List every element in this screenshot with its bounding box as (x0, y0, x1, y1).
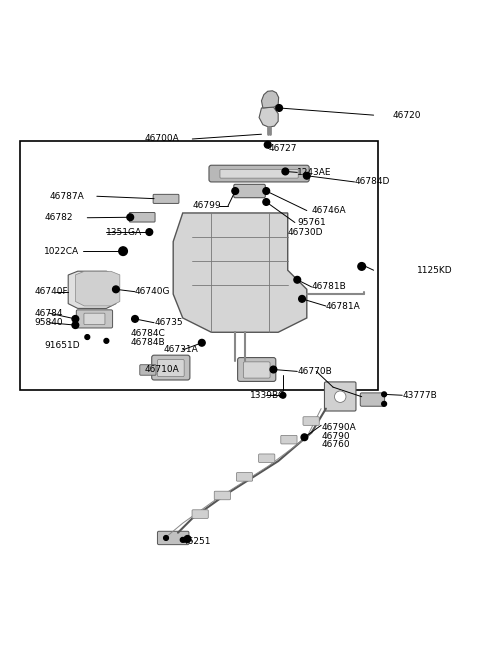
Text: 46790: 46790 (321, 432, 350, 441)
Circle shape (270, 366, 277, 373)
Text: 46760: 46760 (321, 440, 350, 449)
Text: 46710A: 46710A (144, 365, 180, 374)
FancyBboxPatch shape (238, 358, 276, 381)
FancyBboxPatch shape (360, 393, 384, 406)
Circle shape (382, 392, 386, 397)
Circle shape (335, 391, 346, 402)
Text: 46784D: 46784D (355, 178, 390, 187)
FancyBboxPatch shape (324, 382, 356, 411)
Text: 46770B: 46770B (297, 367, 332, 376)
Circle shape (180, 538, 185, 542)
Circle shape (263, 198, 270, 205)
FancyBboxPatch shape (84, 313, 105, 325)
FancyBboxPatch shape (234, 184, 265, 198)
Text: 46782: 46782 (44, 214, 73, 222)
Circle shape (85, 335, 90, 339)
Text: 46787A: 46787A (49, 192, 84, 201)
Polygon shape (173, 213, 307, 332)
FancyBboxPatch shape (281, 436, 297, 444)
FancyBboxPatch shape (140, 365, 156, 375)
Circle shape (276, 105, 282, 111)
FancyBboxPatch shape (243, 362, 270, 378)
FancyBboxPatch shape (259, 454, 275, 462)
Circle shape (72, 322, 79, 328)
Circle shape (263, 188, 270, 195)
Circle shape (382, 402, 386, 406)
Text: 46799: 46799 (192, 201, 221, 210)
Text: 46781B: 46781B (312, 282, 347, 291)
Circle shape (184, 536, 191, 542)
Text: 46746A: 46746A (312, 206, 346, 215)
Circle shape (299, 295, 305, 302)
Text: 91651D: 91651D (44, 341, 80, 350)
Circle shape (132, 316, 138, 322)
Text: 1351GA: 1351GA (107, 227, 143, 236)
Circle shape (113, 286, 119, 293)
Text: 46730D: 46730D (288, 227, 323, 236)
Circle shape (164, 536, 168, 540)
Polygon shape (68, 271, 116, 309)
FancyBboxPatch shape (157, 531, 189, 545)
FancyBboxPatch shape (220, 170, 298, 178)
Circle shape (301, 434, 308, 441)
Circle shape (127, 214, 133, 221)
FancyBboxPatch shape (192, 510, 208, 518)
Text: 95840: 95840 (35, 318, 63, 328)
Text: 1243AE: 1243AE (297, 168, 332, 177)
FancyBboxPatch shape (157, 360, 184, 377)
FancyBboxPatch shape (303, 417, 319, 425)
FancyBboxPatch shape (153, 195, 179, 204)
Text: 46784B: 46784B (130, 338, 165, 347)
Text: 43777B: 43777B (402, 391, 437, 400)
Circle shape (199, 339, 205, 346)
Text: 46251: 46251 (183, 537, 211, 546)
Text: 46790A: 46790A (321, 423, 356, 432)
Text: 46735: 46735 (154, 318, 183, 328)
Text: 1125KD: 1125KD (417, 266, 452, 274)
Text: 95761: 95761 (297, 218, 326, 227)
FancyBboxPatch shape (209, 165, 309, 182)
Text: 46700A: 46700A (144, 134, 180, 143)
Text: 46731A: 46731A (164, 345, 198, 354)
Circle shape (280, 392, 286, 398)
Circle shape (104, 339, 109, 343)
Circle shape (303, 172, 310, 179)
FancyBboxPatch shape (152, 355, 190, 380)
Text: 46784C: 46784C (130, 329, 165, 338)
FancyBboxPatch shape (214, 491, 230, 500)
Circle shape (72, 316, 79, 322)
Circle shape (146, 229, 153, 235)
FancyBboxPatch shape (129, 212, 155, 222)
FancyBboxPatch shape (76, 310, 113, 328)
Circle shape (264, 141, 271, 148)
Circle shape (282, 168, 288, 175)
Circle shape (232, 188, 239, 195)
Circle shape (294, 276, 300, 283)
Text: 1022CA: 1022CA (44, 247, 80, 255)
Polygon shape (259, 107, 278, 127)
Text: 46740F: 46740F (35, 287, 69, 296)
Text: 46740G: 46740G (135, 287, 170, 296)
Text: 46784: 46784 (35, 309, 63, 318)
Text: 46727: 46727 (269, 144, 297, 153)
Circle shape (358, 263, 365, 271)
Polygon shape (75, 271, 120, 306)
Bar (21, 141, 378, 390)
Text: 46720: 46720 (393, 111, 421, 120)
FancyBboxPatch shape (237, 472, 252, 481)
Polygon shape (262, 91, 279, 108)
Text: 46781A: 46781A (326, 301, 360, 310)
Circle shape (119, 247, 127, 255)
Text: 1339BC: 1339BC (250, 391, 285, 400)
